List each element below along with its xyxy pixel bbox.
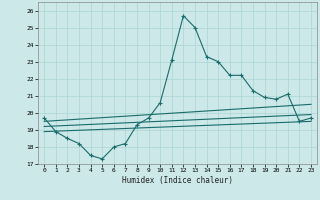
X-axis label: Humidex (Indice chaleur): Humidex (Indice chaleur) [122, 176, 233, 185]
